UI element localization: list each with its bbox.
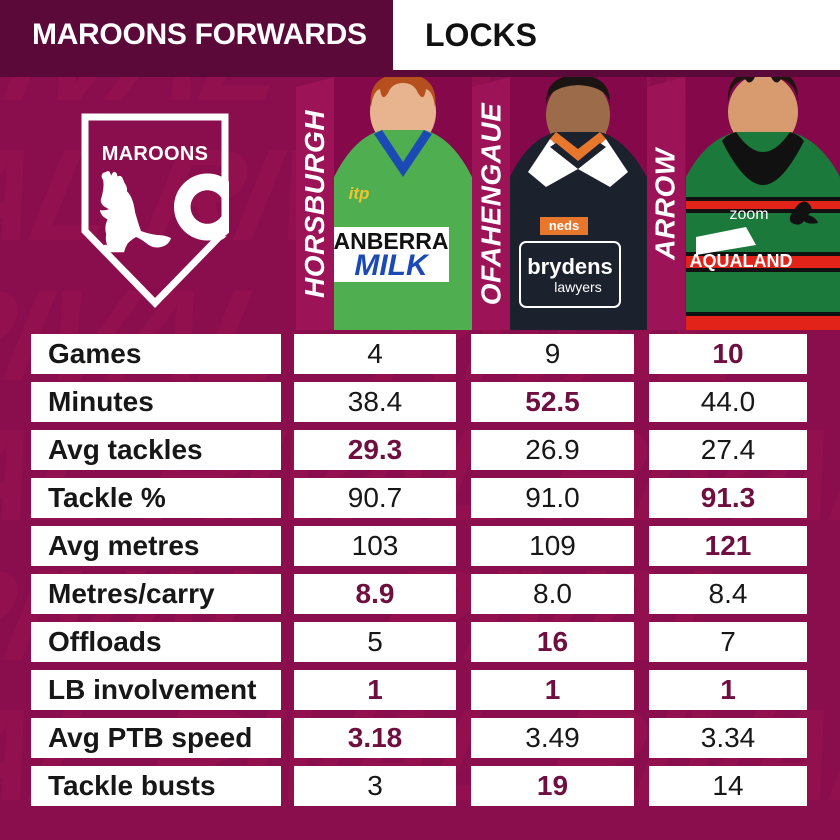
svg-text:itp: itp: [349, 184, 370, 203]
svg-text:neds: neds: [549, 218, 579, 233]
svg-text:zoom: zoom: [729, 206, 768, 223]
svg-text:MILK: MILK: [354, 249, 430, 282]
svg-text:lawyers: lawyers: [554, 279, 601, 295]
svg-text:brydens: brydens: [527, 254, 613, 279]
svg-text:AQUALAND: AQUALAND: [690, 251, 793, 271]
